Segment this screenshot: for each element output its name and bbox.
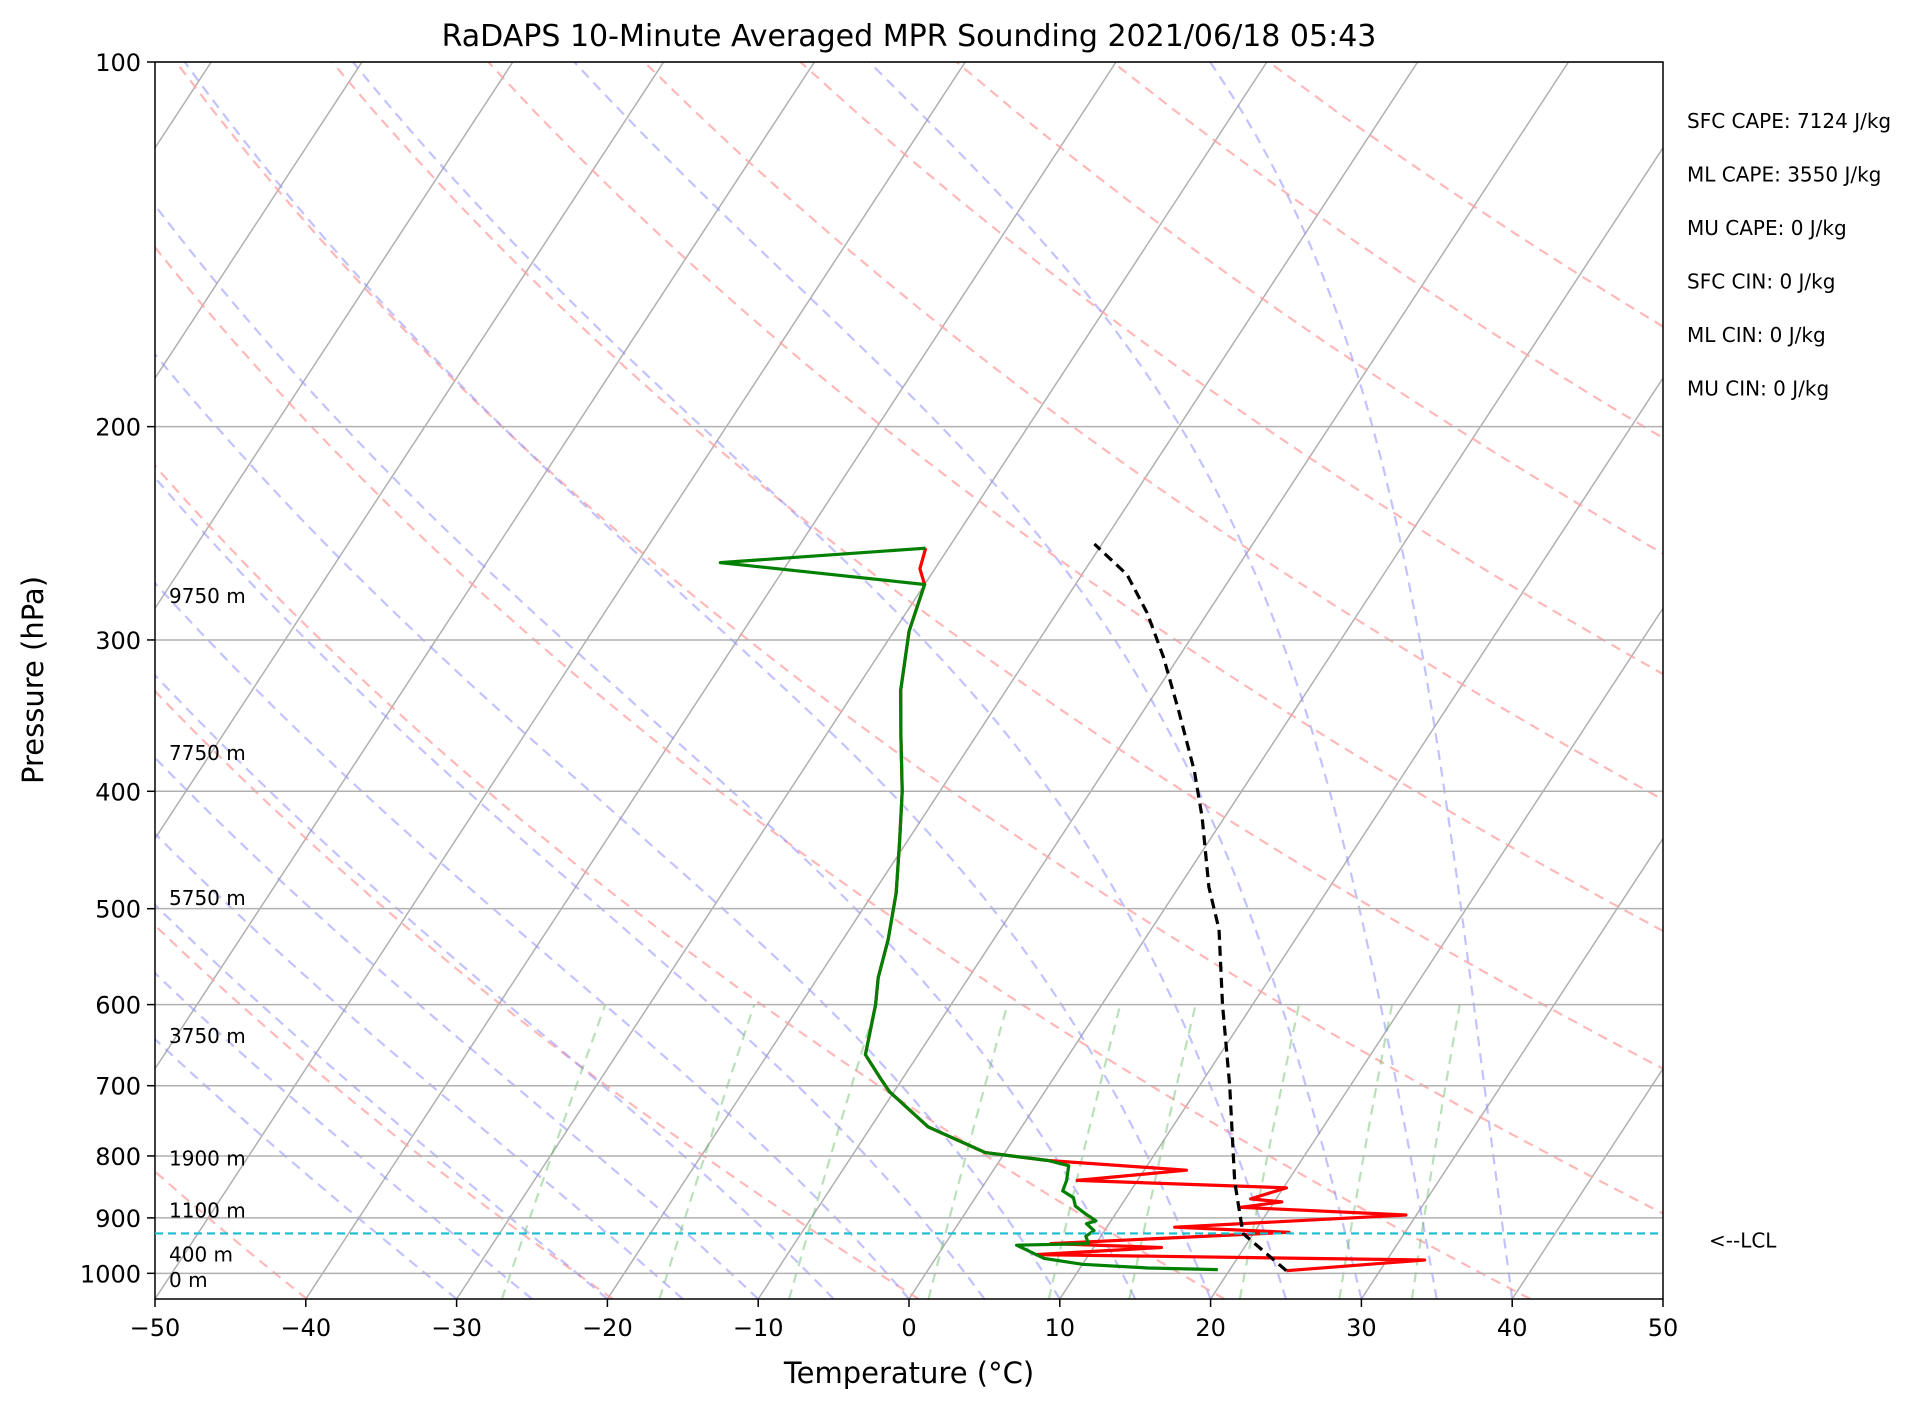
mixing-ratio-line <box>1128 1004 1197 1299</box>
moist-adiabat-line <box>183 62 1212 1299</box>
mixing-ratio-line <box>1238 1004 1301 1299</box>
dry-adiabat-line <box>487 62 1663 933</box>
dry-adiabat-line <box>331 62 1663 1070</box>
moist-adiabat-line <box>155 1037 458 1299</box>
sounding-traces <box>718 542 1427 1273</box>
x-tick-label: −10 <box>733 1314 784 1342</box>
height-label: 7750 m <box>169 741 246 765</box>
moist-adiabat-line <box>155 903 609 1299</box>
dewpoint-line <box>718 546 1218 1272</box>
y-tick-label: 100 <box>95 49 141 77</box>
x-tick-label: 30 <box>1346 1314 1377 1342</box>
y-tick-label: 900 <box>95 1205 141 1233</box>
isotherm-line <box>1511 1067 1663 1299</box>
stat-label: SFC CAPE: 7124 J/kg <box>1687 109 1891 133</box>
isotherm-line <box>305 62 1117 1299</box>
lcl-label: <--LCL <box>1709 1228 1777 1252</box>
y-tick-label: 800 <box>95 1143 141 1171</box>
y-tick-label: 600 <box>95 992 141 1020</box>
isotherm-line <box>757 62 1570 1299</box>
x-tick-label: 40 <box>1497 1314 1528 1342</box>
chart-title: RaDAPS 10-Minute Averaged MPR Sounding 2… <box>442 19 1377 54</box>
mixing-ratio-line <box>927 1004 1009 1299</box>
mixing-ratio-line <box>658 1004 756 1299</box>
mixing-ratio-line <box>500 1004 607 1299</box>
y-tick-label: 500 <box>95 896 141 924</box>
moist-adiabat-line <box>352 62 1288 1299</box>
moist-adiabat-line <box>155 756 759 1299</box>
isotherm-line <box>1360 837 1663 1299</box>
y-tick-label: 700 <box>95 1073 141 1101</box>
isotherm-line <box>155 62 363 380</box>
isotherm-line <box>1209 606 1663 1299</box>
stat-label: MU CIN: 0 J/kg <box>1687 377 1829 401</box>
stat-label: SFC CIN: 0 J/kg <box>1687 270 1835 294</box>
height-label: 9750 m <box>169 584 246 608</box>
x-tick-label: 0 <box>901 1314 916 1342</box>
dry-adiabat-line <box>175 62 1663 1215</box>
plot-background <box>155 62 1663 1299</box>
height-labels: 9750 m 7750 m 5750 m 3750 m 1900 m 1100 m 400 … <box>169 584 246 1292</box>
height-label: 5750 m <box>169 886 246 910</box>
moist-adiabat-line <box>868 62 1438 1299</box>
isotherm-line <box>155 62 816 1071</box>
isotherm-line <box>155 62 665 840</box>
height-label: 1100 m <box>169 1198 246 1222</box>
moist-adiabat-line <box>155 352 1061 1299</box>
y-tick-label: 400 <box>95 778 141 806</box>
height-label: 1900 m <box>169 1147 246 1171</box>
isotherm-line <box>1059 376 1663 1299</box>
stat-label: MU CAPE: 0 J/kg <box>1687 216 1847 240</box>
mixing-ratio-line <box>787 1004 878 1299</box>
y-tick-label: 200 <box>95 414 141 442</box>
isotherm-line <box>1814 62 1925 1299</box>
dry-adiabat-line <box>799 62 1663 676</box>
y-tick-label: 1000 <box>80 1260 141 1288</box>
background-lines <box>155 62 1925 1299</box>
height-label: 3750 m <box>169 1024 246 1048</box>
x-tick-label: −20 <box>582 1314 633 1342</box>
y-axis-label: Pressure (hPa) <box>16 576 50 784</box>
x-tick-label: 20 <box>1195 1314 1226 1342</box>
dry-adiabat-line <box>155 464 1226 1299</box>
moist-adiabat-line <box>155 673 835 1299</box>
height-label: 400 m <box>169 1243 233 1267</box>
x-tick-label: −40 <box>280 1314 331 1342</box>
isotherm-line <box>1662 1297 1663 1299</box>
isotherm-line <box>155 62 514 610</box>
isotherm-line <box>155 62 966 1299</box>
isotherm-line <box>908 146 1663 1299</box>
x-tick-label: 50 <box>1648 1314 1679 1342</box>
height-label: 0 m <box>169 1268 208 1292</box>
x-axis-label: Temperature (°C) <box>783 1356 1034 1390</box>
moist-adiabat-line <box>155 476 986 1299</box>
parcel-profile-line <box>1093 542 1288 1272</box>
x-tick-label: −50 <box>130 1314 181 1342</box>
stats-panel: SFC CAPE: 7124 J/kg ML CAPE: 3550 J/kg MU … <box>1687 109 1891 401</box>
moist-adiabat-line <box>155 203 1137 1299</box>
y-tick-label: 300 <box>95 627 141 655</box>
dry-adiabat-line <box>155 245 1531 1299</box>
moist-adiabat-line <box>155 832 684 1299</box>
isotherm-line <box>606 62 1419 1299</box>
x-tick-label: 10 <box>1045 1314 1076 1342</box>
moist-adiabat-line <box>1209 62 1514 1299</box>
stat-label: ML CAPE: 3550 J/kg <box>1687 163 1881 187</box>
isotherm-line <box>455 62 1268 1299</box>
stat-label: ML CIN: 0 J/kg <box>1687 323 1826 347</box>
dry-adiabat-line <box>155 689 920 1299</box>
x-tick-label: −30 <box>431 1314 482 1342</box>
